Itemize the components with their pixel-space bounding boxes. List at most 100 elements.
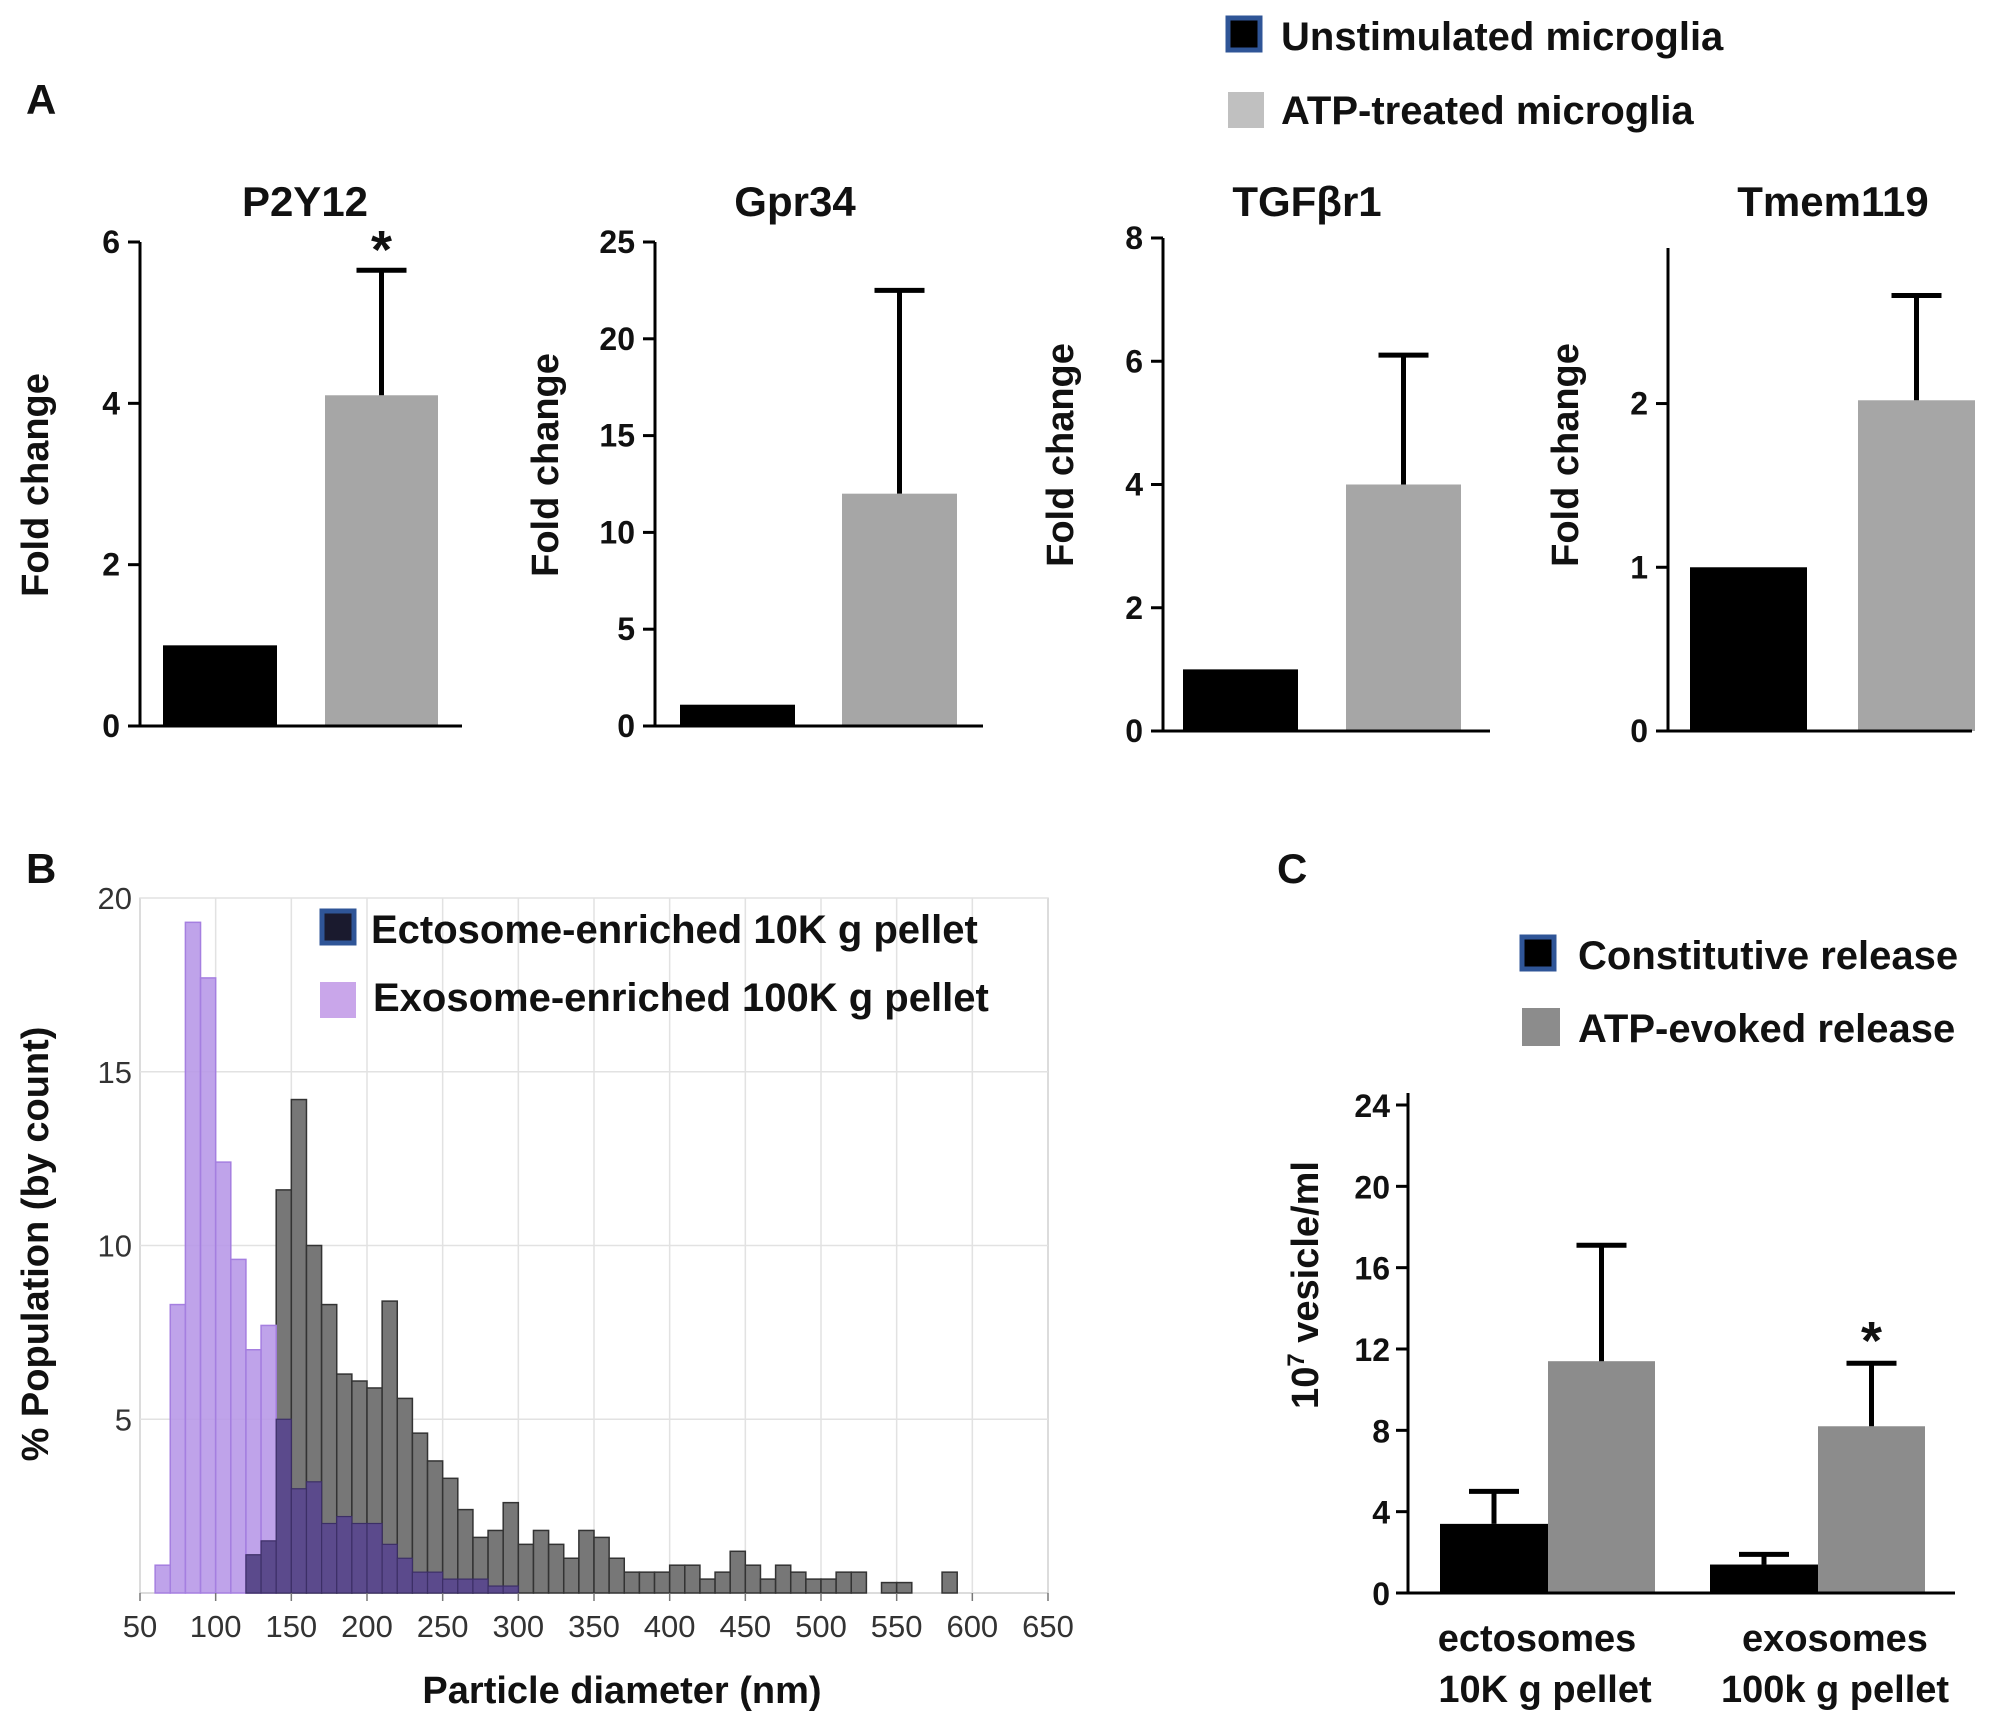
hist-bar-exosome: [199, 977, 217, 1594]
y-tick-label: 15: [98, 1055, 132, 1090]
hist-bar-ectosome: [941, 1571, 958, 1594]
hist-bar-ectosome: [668, 1564, 686, 1594]
hist-bar-overlap: [442, 1578, 459, 1594]
y-tick-label: 20: [98, 881, 132, 916]
hist-bar-overlap: [457, 1578, 474, 1594]
x-tick-label: 450: [719, 1609, 771, 1644]
legend-swatch-atp-evoked: [1522, 1008, 1560, 1046]
chart-title: P2Y12: [242, 178, 368, 225]
bar-atp-evoked: [1818, 1426, 1925, 1593]
group-label-ectosomes-line1: ectosomes: [1438, 1618, 1637, 1660]
y-axis-label: Fold change: [15, 373, 57, 597]
hist-bar-overlap: [275, 1418, 292, 1594]
group-label-ectosomes-line2: 10K g pellet: [1438, 1669, 1652, 1711]
y-tick-label: 0: [1372, 1576, 1390, 1612]
hist-bar-ectosome: [835, 1571, 853, 1594]
y-tick-label: 0: [617, 708, 635, 744]
significance-marker: *: [1861, 1311, 1882, 1371]
y-axis-label: 107 vesicle/ml: [1283, 1161, 1327, 1409]
y-tick-label: 4: [1125, 467, 1143, 503]
series-ectosome-bars: [245, 1098, 958, 1594]
x-tick-label: 50: [123, 1609, 157, 1644]
bar-constitutive: [1710, 1564, 1818, 1593]
legend-swatch-exosome: [320, 982, 356, 1018]
bar-unstimulated: [680, 704, 795, 726]
y-axis-label: Fold change: [525, 353, 567, 577]
hist-bar-ectosome: [880, 1581, 898, 1594]
y-tick-label: 1: [1630, 549, 1648, 585]
y-tick-label: 0: [1125, 713, 1143, 749]
chart-b-histogram: 50 100 150 200 250 300 350 400 450 500 550 600 650 5 1…: [15, 881, 1074, 1712]
hist-bar-ectosome: [759, 1578, 777, 1594]
hist-bar-overlap: [351, 1522, 368, 1594]
hist-bar-ectosome: [547, 1543, 565, 1594]
series-exosome-bars: [154, 921, 277, 1594]
x-axis-label: Particle diameter (nm): [422, 1670, 821, 1712]
y-tick-label: 5: [115, 1402, 132, 1437]
hist-bar-overlap: [487, 1585, 504, 1594]
y-tick-label: 2: [1125, 590, 1143, 626]
hist-bar-overlap: [426, 1571, 444, 1594]
y-tick-label: 12: [1354, 1332, 1390, 1368]
hist-bar-overlap: [321, 1522, 338, 1594]
y-axis-label: % Population (by count): [15, 1027, 57, 1462]
hist-bar-ectosome: [441, 1477, 459, 1594]
x-tick-label: 300: [492, 1609, 544, 1644]
hist-bar-exosome: [230, 1258, 247, 1594]
bar-atp-treated: [1346, 484, 1461, 731]
x-tick-label: 500: [795, 1609, 847, 1644]
y-tick-label: 0: [1630, 713, 1648, 749]
group-label-exosomes-line1: exosomes: [1742, 1618, 1928, 1660]
legend-swatch-ectosome: [319, 908, 357, 946]
significance-marker: *: [371, 220, 392, 280]
hist-bar-ectosome: [744, 1564, 762, 1594]
y-tick-label: 4: [102, 385, 120, 421]
x-tick-label: 200: [341, 1609, 393, 1644]
hist-bar-ectosome: [699, 1578, 716, 1594]
y-tick-label: 6: [102, 224, 120, 260]
hist-bar-overlap: [245, 1554, 262, 1594]
chart-title: Tmem119: [1737, 178, 1928, 225]
hist-bar-ectosome: [789, 1571, 807, 1594]
axis-ticks: 50 100 150 200 250 300 350 400 450 500 550 600 650 5 1…: [98, 881, 1074, 1644]
bar-constitutive: [1440, 1523, 1548, 1593]
chart-title: TGFβr1: [1232, 178, 1381, 225]
hist-bar-overlap: [366, 1522, 383, 1594]
hist-bar-ectosome: [714, 1571, 731, 1594]
legend-swatch-unstimulated: [1225, 15, 1263, 53]
hist-bar-overlap: [336, 1515, 353, 1594]
hist-bar-overlap: [305, 1481, 323, 1594]
y-axis-label: Fold change: [1545, 343, 1587, 567]
panel-letter-b: B: [26, 845, 56, 892]
hist-bar-overlap: [502, 1585, 519, 1594]
hist-bar-ectosome: [895, 1581, 913, 1594]
x-tick-label: 550: [871, 1609, 923, 1644]
histogram-legend: Ectosome-enriched 10K g pellet Exosome-e…: [319, 908, 989, 1020]
hist-bar-ectosome: [517, 1543, 535, 1594]
legend-label-exosome: Exosome-enriched 100K g pellet: [373, 976, 989, 1020]
hist-bar-overlap: [396, 1557, 413, 1594]
legend-label-ectosome: Ectosome-enriched 10K g pellet: [371, 908, 978, 952]
chart-a2-gpr34: Gpr34 Fold change 0 5 10 15 20 25: [525, 178, 983, 744]
hist-bar-ectosome: [653, 1571, 671, 1594]
bar-unstimulated: [1690, 567, 1807, 731]
chart-title: Gpr34: [734, 178, 856, 225]
y-tick-label: 8: [1372, 1413, 1390, 1449]
hist-bar-ectosome: [608, 1557, 626, 1594]
legend-label-unstimulated: Unstimulated microglia: [1281, 15, 1724, 59]
hist-bar-exosome: [214, 1161, 232, 1594]
x-tick-label: 150: [265, 1609, 317, 1644]
y-tick-label: 2: [1630, 386, 1648, 422]
hist-bar-ectosome: [562, 1557, 580, 1594]
legend-swatch-atp-treated: [1228, 92, 1264, 128]
x-tick-label: 250: [417, 1609, 469, 1644]
hist-bar-ectosome: [578, 1529, 595, 1594]
legend-swatch-constitutive: [1519, 934, 1557, 972]
group-label-exosomes-line2: 100k g pellet: [1721, 1669, 1949, 1711]
hist-bar-overlap: [381, 1543, 398, 1594]
chart-a1-p2y12: P2Y12 Fold change * 0 2 4 6: [15, 178, 462, 744]
chart-c-vesicles: Constitutive release ATP-evoked release …: [1283, 934, 1958, 1711]
y-tick-label: 10: [98, 1229, 132, 1264]
hist-bar-ectosome: [850, 1571, 868, 1594]
y-tick-label: 8: [1125, 220, 1143, 256]
